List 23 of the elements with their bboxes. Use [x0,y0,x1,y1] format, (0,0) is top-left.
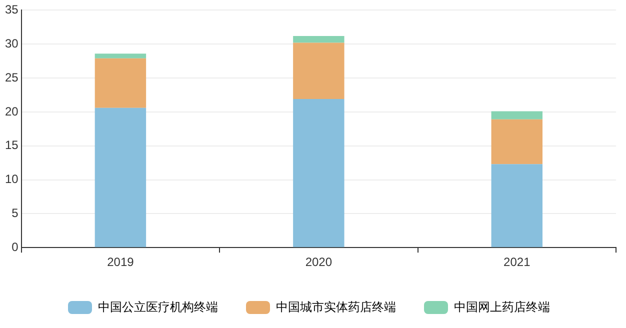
y-tick-label: 0 [12,240,19,254]
bar [94,58,146,108]
x-tick-label: 2020 [305,255,332,270]
x-tick-label: 2021 [504,255,531,270]
bar [293,42,344,100]
bar [491,111,542,120]
legend-label: 中国网上药店终端 [454,300,550,314]
bar [293,36,344,43]
bar [491,164,542,248]
bar [94,108,146,248]
bar [94,54,146,58]
y-tick-label: 25 [4,70,19,84]
bar [293,99,344,248]
legend-label: 中国城市实体药店终端 [276,300,396,314]
legend-label: 中国公立医疗机构终端 [98,300,218,314]
x-tick-label: 2019 [107,255,134,270]
y-tick-label: 35 [4,2,19,17]
y-tick-label: 30 [4,36,19,50]
bar [491,119,542,164]
y-tick-label: 10 [4,172,19,186]
y-tick-label: 15 [4,138,19,152]
y-tick-label: 5 [12,206,19,220]
y-tick-label: 20 [4,104,19,118]
